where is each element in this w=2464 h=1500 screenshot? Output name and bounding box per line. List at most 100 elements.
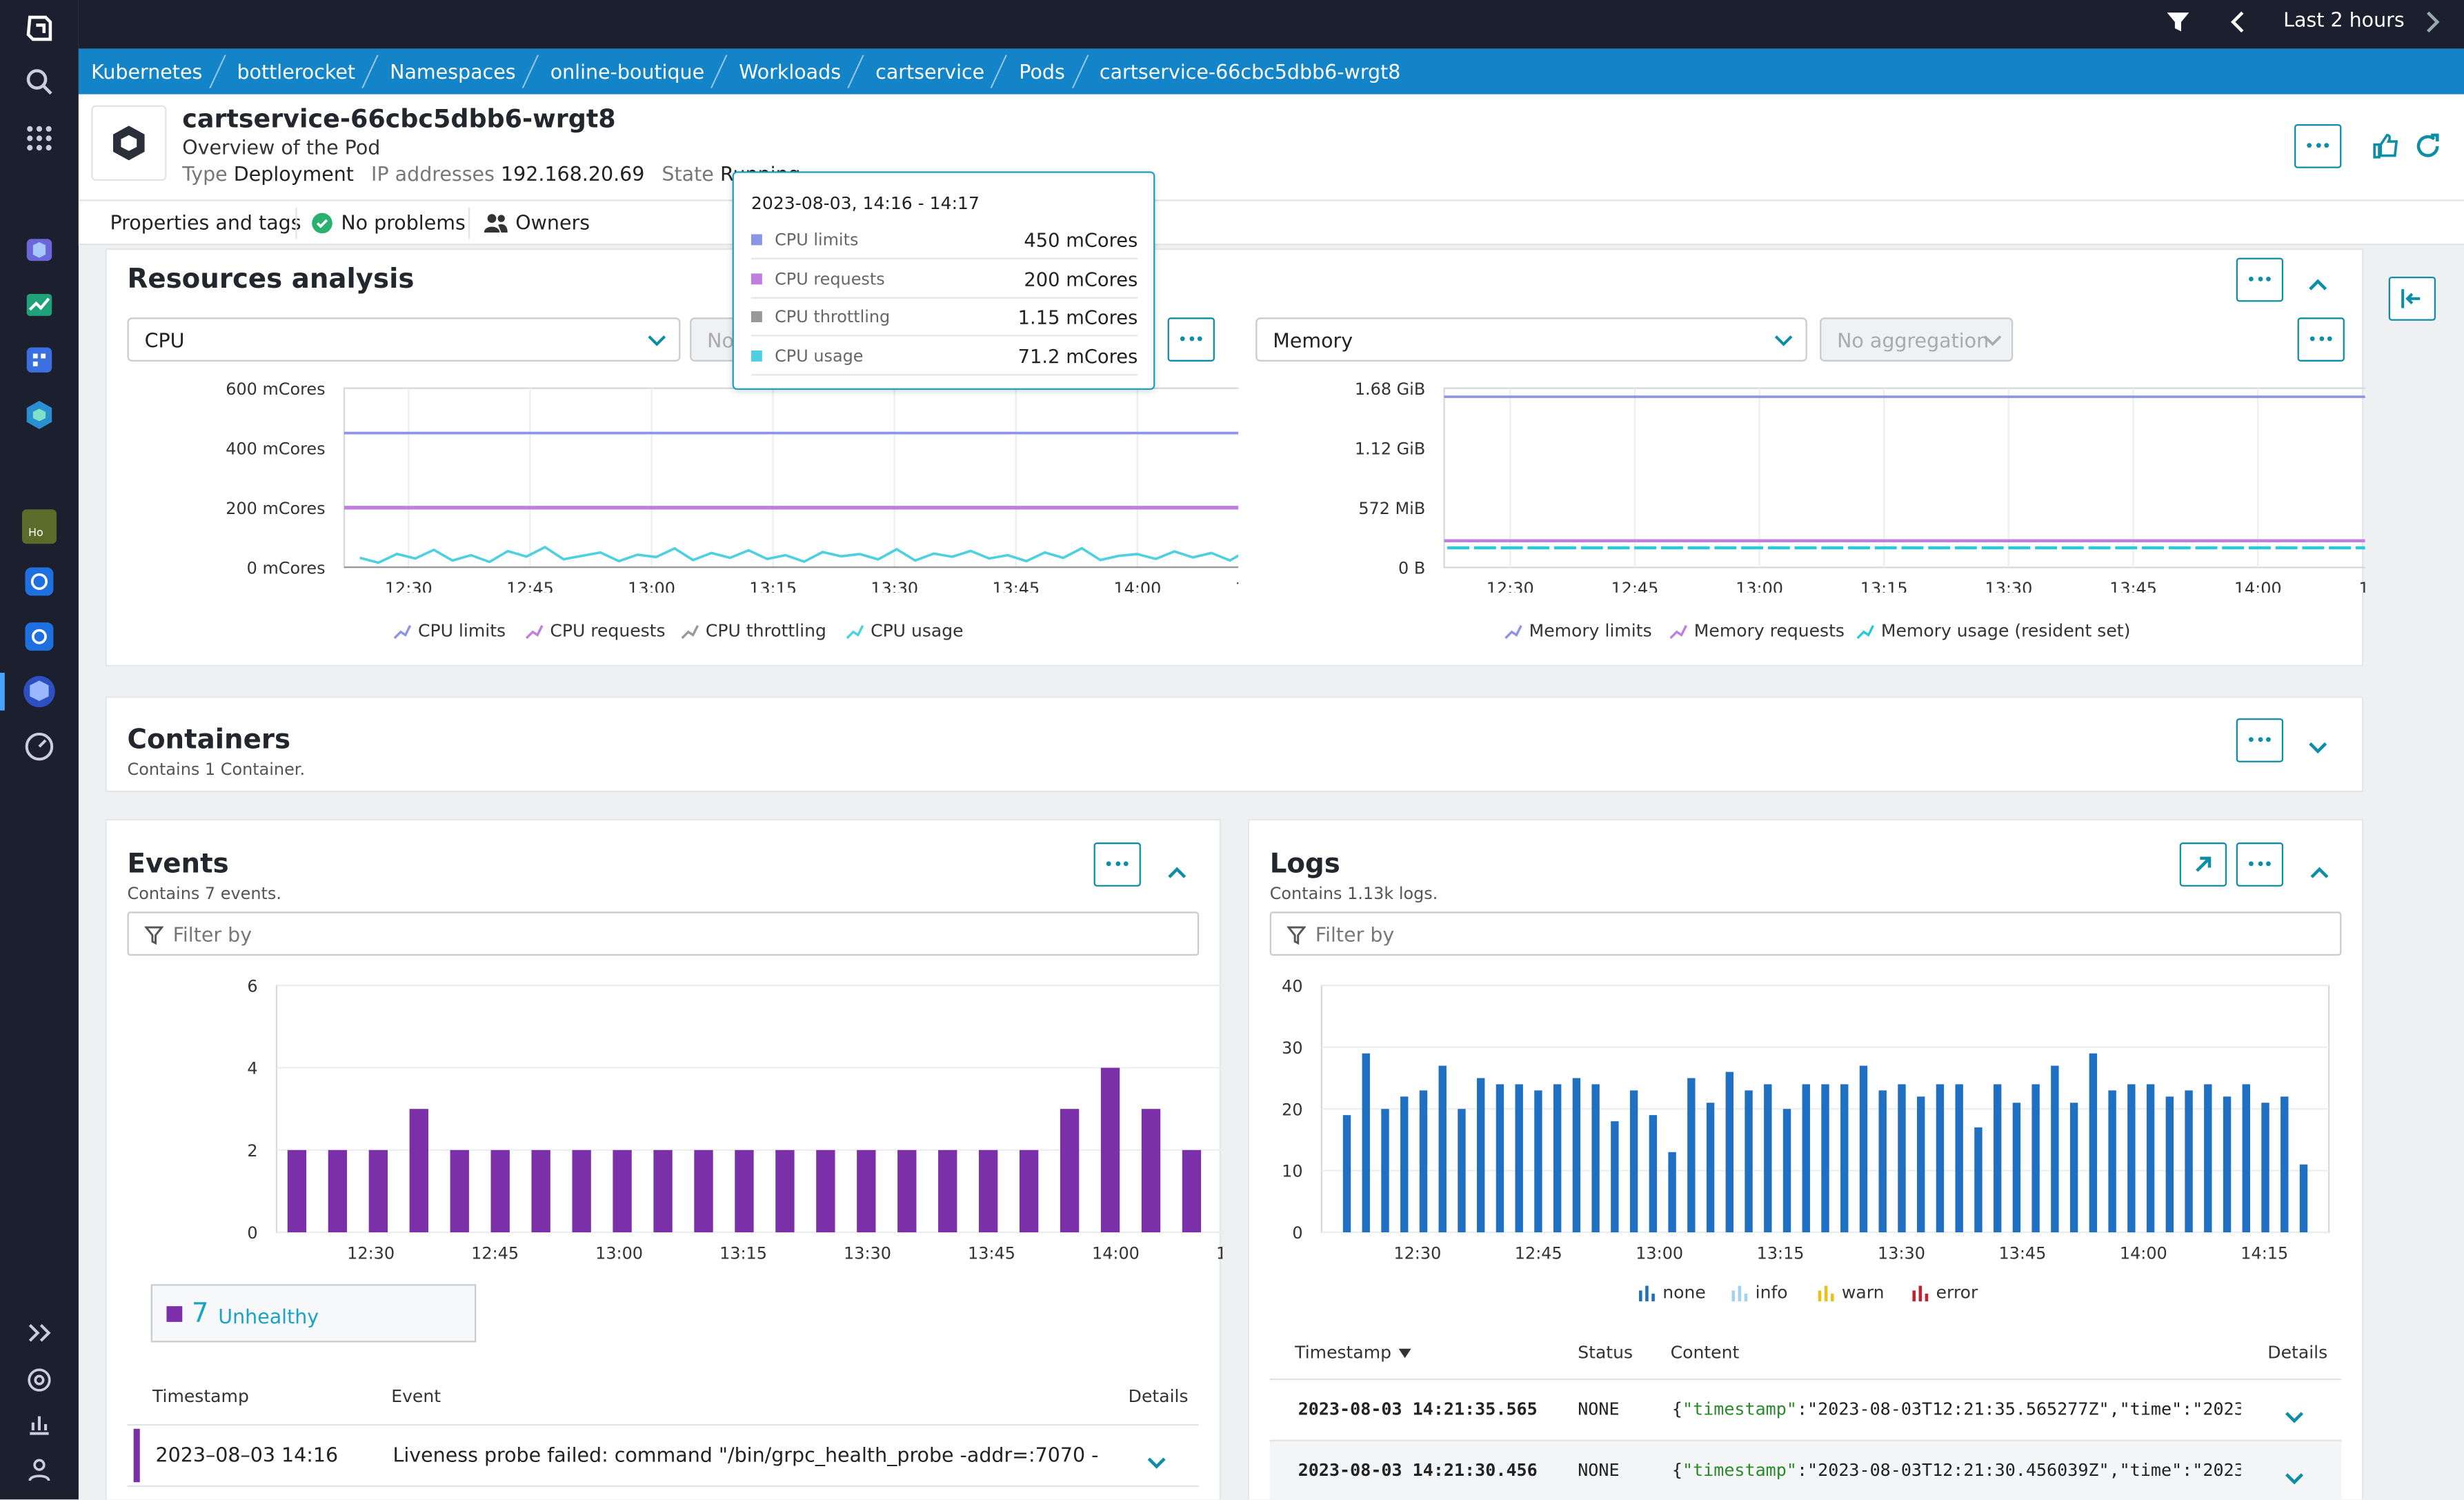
logs-col-content[interactable]: Content bbox=[1670, 1342, 1740, 1363]
tooltip-title: 2023-08-03, 14:16 - 14:17 bbox=[751, 193, 980, 214]
breadcrumb-item-namespace[interactable]: online-boutique bbox=[537, 49, 726, 95]
containers-card: Containers Contains 1 Container. bbox=[105, 696, 2364, 793]
dynatrace-logo-icon[interactable] bbox=[19, 8, 59, 48]
expand-down-icon[interactable] bbox=[2307, 733, 2329, 762]
memory-select-value: Memory bbox=[1273, 327, 1353, 352]
breadcrumb-item-pods[interactable]: Pods bbox=[1006, 49, 1087, 95]
kubernetes-app-icon-2[interactable] bbox=[19, 616, 59, 657]
x-tick-label: 14:00 bbox=[2234, 579, 2282, 593]
y-tick-label: 40 bbox=[1282, 976, 1302, 996]
breadcrumb-item-cluster[interactable]: bottlerocket bbox=[224, 49, 377, 95]
memory-chart-more-button[interactable] bbox=[2297, 317, 2345, 362]
legend-cpu-requests[interactable]: CPU requests bbox=[525, 621, 666, 641]
cpu-chart-more-button[interactable] bbox=[1167, 317, 1215, 362]
properties-and-tags-button[interactable]: Properties and tags bbox=[110, 210, 301, 235]
row-expand-icon[interactable] bbox=[2283, 1402, 2305, 1432]
legend-cpu-limits[interactable]: CPU limits bbox=[393, 621, 506, 641]
filter-icon[interactable] bbox=[2165, 10, 2190, 41]
chart-icon[interactable] bbox=[19, 1403, 59, 1444]
chevron-right-icon[interactable] bbox=[2423, 10, 2442, 41]
legend-error[interactable]: error bbox=[1911, 1283, 1978, 1303]
kubernetes-app-icon[interactable] bbox=[19, 561, 59, 602]
expand-sidebar-icon[interactable] bbox=[19, 1312, 59, 1353]
timeframe-selector[interactable]: Last 2 hours bbox=[2283, 8, 2405, 32]
legend-none[interactable]: none bbox=[1638, 1283, 1706, 1303]
header-more-button[interactable] bbox=[2294, 124, 2342, 168]
breadcrumb-item-workload[interactable]: cartservice bbox=[863, 49, 1006, 95]
bar bbox=[2185, 1090, 2193, 1233]
hexagon-app-icon[interactable] bbox=[19, 395, 59, 435]
bar bbox=[1362, 1053, 1370, 1233]
open-logs-button[interactable] bbox=[2179, 842, 2227, 887]
properties-bar: Properties and tags No problems Owners bbox=[78, 201, 2464, 246]
collapse-up-icon[interactable] bbox=[2309, 857, 2331, 887]
legend-warn[interactable]: warn bbox=[1816, 1283, 1885, 1303]
logs-col-timestamp[interactable]: Timestamp bbox=[1295, 1342, 1412, 1363]
collapse-up-icon[interactable] bbox=[1166, 857, 1188, 887]
legend-memory-limits[interactable]: Memory limits bbox=[1504, 621, 1652, 641]
collapse-panel-button[interactable] bbox=[2388, 276, 2436, 321]
legend-memory-requests[interactable]: Memory requests bbox=[1669, 621, 1845, 641]
events-col-event[interactable]: Event bbox=[391, 1386, 441, 1407]
resources-more-button[interactable] bbox=[2236, 257, 2284, 302]
unhealthy-summary[interactable]: 7 Unhealthy bbox=[150, 1284, 477, 1343]
tooltip-swatch bbox=[751, 273, 762, 284]
logs-subtitle: Contains 1.13k logs. bbox=[1269, 885, 1438, 904]
bar bbox=[1840, 1084, 1849, 1233]
table-row[interactable]: 2023-08-03 14:21:30.456 NONE {"timestamp… bbox=[1269, 1439, 2342, 1500]
events-more-button[interactable] bbox=[1093, 842, 1141, 887]
events-col-timestamp[interactable]: Timestamp bbox=[152, 1386, 249, 1407]
problems-button[interactable]: No problems bbox=[311, 210, 466, 234]
breadcrumb-item-kubernetes[interactable]: Kubernetes bbox=[79, 49, 224, 95]
divider bbox=[295, 207, 297, 239]
ho-app-icon[interactable]: Ho bbox=[19, 506, 59, 547]
bar bbox=[2299, 1164, 2308, 1233]
top-bar: Last 2 hours bbox=[78, 0, 2464, 49]
memory-line-chart[interactable]: 1.68 GiB 1.12 GiB 572 MiB 0 B 12:30 12:45 13:0… bbox=[1238, 373, 2365, 593]
notebook-app-icon[interactable] bbox=[19, 339, 59, 380]
help-icon[interactable] bbox=[19, 1360, 59, 1401]
cpu-aggregation-select[interactable]: No bbox=[690, 317, 737, 362]
legend-cpu-throttling[interactable]: CPU throttling bbox=[680, 621, 826, 641]
dashboard-app-icon[interactable] bbox=[19, 284, 59, 325]
line-series-icon bbox=[1504, 624, 1522, 638]
refresh-icon[interactable] bbox=[2414, 132, 2442, 166]
cube-app-icon[interactable] bbox=[19, 230, 59, 270]
apps-grid-icon[interactable] bbox=[19, 118, 59, 159]
clock-app-icon[interactable] bbox=[19, 726, 59, 767]
cpu-metric-select[interactable]: CPU bbox=[127, 317, 681, 362]
cpu-line-chart[interactable]: 600 mCores 400 mCores 200 mCores 0 mCores 12… bbox=[107, 373, 1239, 593]
row-expand-icon[interactable] bbox=[2283, 1463, 2305, 1493]
legend-info[interactable]: info bbox=[1730, 1282, 1788, 1303]
logs-filter-input[interactable]: Filter by bbox=[1269, 911, 2342, 956]
logs-bar-chart[interactable]: 40 30 20 10 0 12:30 12:45 13:00 13:15 13:30 13:45 1… bbox=[1249, 970, 2365, 1269]
memory-aggregation-select[interactable]: No aggregation bbox=[1820, 317, 2014, 362]
table-row[interactable]: 2023–08–03 14:16 Liveness probe failed: … bbox=[127, 1423, 1200, 1488]
user-icon[interactable] bbox=[19, 1449, 59, 1490]
logs-col-status[interactable]: Status bbox=[1578, 1342, 1633, 1363]
legend-label: error bbox=[1936, 1282, 1978, 1303]
thumbs-up-icon[interactable] bbox=[2372, 132, 2400, 166]
events-bar-chart[interactable]: 6 4 2 0 12:30 12:45 13:00 13:15 13:30 13:45 14:00 1… bbox=[107, 970, 1223, 1269]
legend-cpu-usage[interactable]: CPU usage bbox=[846, 621, 964, 641]
chevron-left-icon[interactable] bbox=[2228, 10, 2247, 41]
memory-metric-select[interactable]: Memory bbox=[1255, 317, 1807, 362]
line-series-icon bbox=[393, 624, 412, 638]
owners-button[interactable]: Owners bbox=[484, 210, 590, 234]
containers-more-button[interactable] bbox=[2236, 718, 2284, 762]
breadcrumb-item-pod[interactable]: cartservice-66cbc5dbb6-wrgt8 bbox=[1099, 59, 1401, 83]
kubernetes-active-icon[interactable] bbox=[19, 671, 59, 712]
search-icon[interactable] bbox=[19, 61, 59, 102]
breadcrumb-item-namespaces[interactable]: Namespaces bbox=[377, 49, 538, 95]
collapse-up-icon[interactable] bbox=[2307, 269, 2329, 299]
tooltip-row: CPU requests 200 mCores bbox=[751, 268, 1138, 298]
table-row[interactable]: 2023-08-03 14:21:35.565 NONE {"timestamp… bbox=[1269, 1378, 2342, 1440]
breadcrumb-item-workloads[interactable]: Workloads bbox=[726, 49, 863, 95]
cpu-usage-line bbox=[359, 545, 1239, 564]
logs-more-button[interactable] bbox=[2236, 842, 2284, 887]
bar bbox=[490, 1149, 510, 1233]
events-filter-input[interactable]: Filter by bbox=[127, 911, 1200, 956]
legend-memory-usage[interactable]: Memory usage (resident set) bbox=[1856, 621, 2130, 641]
legend-label: info bbox=[1755, 1282, 1788, 1303]
row-expand-icon[interactable] bbox=[1146, 1448, 1168, 1477]
